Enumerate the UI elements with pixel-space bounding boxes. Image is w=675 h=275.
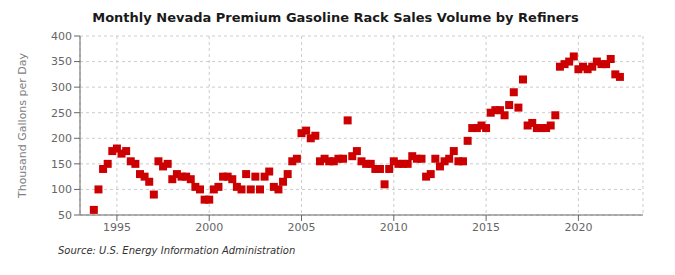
svg-text:1995: 1995 — [103, 221, 131, 234]
html-text:Source: U.S. Energy Informatio: Source: U.S. Energy Information Administ… — [58, 245, 296, 256]
svg-text:2005: 2005 — [288, 221, 316, 234]
svg-text:200: 200 — [51, 132, 72, 145]
svg-text:2020: 2020 — [564, 221, 592, 234]
svg-text:2000: 2000 — [195, 221, 223, 234]
html-text:Monthly Nevada Premium Gasolin: Monthly Nevada Premium Gasoline Rack Sal… — [92, 10, 579, 25]
svg-text:400: 400 — [51, 30, 72, 43]
svg-text:350: 350 — [51, 55, 72, 68]
svg-text:300: 300 — [51, 81, 72, 94]
svg-text:2010: 2010 — [380, 221, 408, 234]
svg-text:100: 100 — [51, 183, 72, 196]
svg-text:250: 250 — [51, 107, 72, 120]
svg-text:50: 50 — [58, 209, 72, 222]
svg-text:150: 150 — [51, 158, 72, 171]
svg-text:Thousand Gallons per Day: Thousand Gallons per Day — [16, 52, 29, 199]
svg-text:2015: 2015 — [472, 221, 500, 234]
